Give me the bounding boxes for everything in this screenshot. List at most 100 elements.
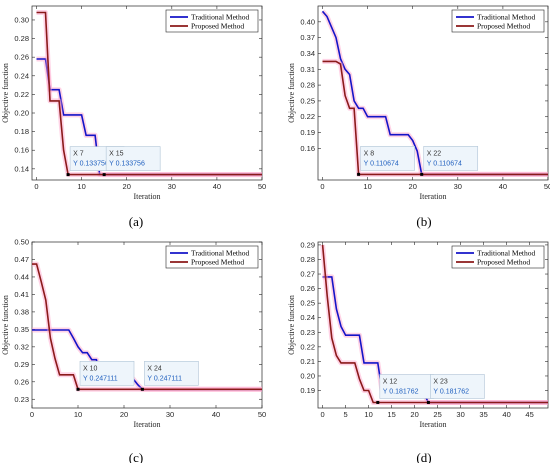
x-axis-label: Iteration	[133, 192, 160, 201]
y-tick-label: 0.40	[300, 17, 315, 26]
y-tick-label: 0.24	[300, 313, 315, 322]
y-tick-label: 0.18	[14, 127, 29, 136]
x-tick-label: 0	[34, 182, 38, 191]
y-tick-label: 0.34	[300, 49, 315, 58]
datatip-marker	[376, 400, 380, 404]
x-tick-label: 20	[120, 410, 128, 419]
x-tick-label: 10	[363, 182, 371, 191]
x-tick-label: 10	[364, 410, 372, 419]
datatip-marker	[426, 400, 430, 404]
series-line-traditional	[32, 329, 262, 391]
y-tick-label: 0.28	[300, 81, 315, 90]
x-tick-label: 15	[387, 410, 395, 419]
datatip-y: Y 0.110674	[364, 160, 399, 167]
datatip-box	[79, 361, 135, 386]
datatip-marker	[76, 387, 80, 391]
y-tick-label: 0.16	[300, 144, 315, 153]
y-axis-label: Objective function	[287, 295, 296, 355]
y-tick-label: 0.23	[300, 328, 315, 337]
datatip-marker	[102, 173, 106, 177]
legend-label: Proposed Method	[477, 22, 530, 31]
y-tick-label: 0.23	[14, 395, 29, 404]
x-tick-label: 20	[410, 410, 418, 419]
datatip-x: X 12	[383, 378, 398, 385]
x-tick-label: 0	[320, 182, 324, 191]
legend-label: Traditional Method	[191, 13, 250, 22]
datatip-box	[144, 361, 199, 386]
y-tick-label: 0.22	[300, 342, 315, 351]
x-axis-label: Iteration	[419, 420, 446, 429]
x-tick-label: 50	[544, 182, 550, 191]
y-tick-label: 0.35	[14, 325, 29, 334]
chart-panel-3: 0 5 10 15 20 25 30 35 40 45 0.19 0.20 0.21 0.22 0.23 0.…	[287, 240, 549, 463]
y-tick-label: 0.19	[300, 386, 315, 395]
legend-label: Proposed Method	[477, 258, 530, 267]
x-tick-label: 30	[454, 182, 462, 191]
datatip-box	[105, 146, 161, 171]
x-tick-label: 20	[123, 182, 131, 191]
legend-box	[165, 245, 259, 269]
y-tick-label: 0.20	[300, 371, 315, 380]
datatip-box	[430, 374, 485, 399]
datatip-y: Y 0.247111	[147, 375, 182, 382]
x-tick-label: 10	[74, 410, 82, 419]
y-tick-label: 0.31	[300, 65, 315, 74]
chart-panel-0: 0 10 20 30 40 50 0.14 0.16 0.18 0.20 0.22 0.24 0.26 0…	[1, 5, 266, 229]
x-tick-label: 5	[344, 410, 348, 419]
y-tick-label: 0.29	[300, 240, 315, 249]
y-tick-label: 0.30	[14, 15, 29, 24]
x-tick-label: 50	[258, 182, 266, 191]
x-tick-label: 50	[258, 410, 266, 419]
y-tick-label: 0.44	[14, 272, 29, 281]
y-tick-label: 0.41	[14, 290, 29, 299]
x-tick-label: 0	[30, 410, 34, 419]
x-tick-label: 0	[321, 410, 325, 419]
datatip-marker	[420, 172, 424, 176]
y-tick-label: 0.28	[14, 34, 29, 43]
x-tick-label: 40	[213, 182, 221, 191]
datatip-y: Y 0.181762	[383, 388, 419, 395]
legend-box	[165, 9, 259, 33]
legend-box	[451, 245, 545, 269]
y-tick-label: 0.24	[14, 71, 29, 80]
datatip-x: X 22	[427, 150, 442, 157]
datatip-y: Y 0.133756	[109, 161, 145, 168]
legend-label: Traditional Method	[477, 13, 536, 22]
legend-label: Traditional Method	[191, 249, 250, 258]
datatip-marker	[66, 173, 70, 177]
y-tick-label: 0.14	[14, 164, 29, 173]
y-axis-label: Objective function	[287, 63, 296, 123]
series-line-traditional	[321, 10, 548, 176]
x-tick-label: 25	[433, 410, 441, 419]
x-tick-label: 10	[77, 182, 85, 191]
panel-caption: (c)	[129, 450, 143, 463]
y-tick-label: 0.37	[300, 33, 315, 42]
datatip-marker	[357, 172, 361, 176]
series-line-proposed	[322, 60, 548, 176]
y-tick-label: 0.25	[300, 299, 315, 308]
y-tick-label: 0.47	[14, 255, 29, 264]
x-tick-label: 40	[502, 410, 510, 419]
y-tick-label: 0.50	[14, 238, 29, 247]
datatip-x: X 8	[364, 150, 375, 157]
panel-caption: (d)	[416, 450, 431, 463]
datatip-y: Y 0.110674	[427, 160, 462, 167]
chart-panel-1: 0 10 20 30 40 50 0.16 0.19 0.22 0.25 0.28 0.31 0.34 0…	[287, 5, 550, 229]
y-tick-label: 0.38	[14, 307, 29, 316]
x-tick-label: 20	[409, 182, 417, 191]
y-tick-label: 0.19	[300, 128, 315, 137]
x-axis-label: Iteration	[419, 192, 446, 201]
x-tick-label: 35	[479, 410, 487, 419]
y-tick-label: 0.32	[14, 342, 29, 351]
y-axis-label: Objective function	[1, 63, 10, 123]
y-axis-label: Objective function	[1, 295, 10, 355]
x-axis-label: Iteration	[133, 420, 160, 429]
datatip-box	[360, 146, 415, 171]
datatip-box	[423, 146, 479, 171]
x-tick-label: 30	[168, 182, 176, 191]
y-tick-label: 0.22	[300, 112, 315, 121]
datatip-box	[379, 374, 435, 399]
series-line-proposed	[321, 244, 548, 404]
datatip-marker	[140, 387, 144, 391]
